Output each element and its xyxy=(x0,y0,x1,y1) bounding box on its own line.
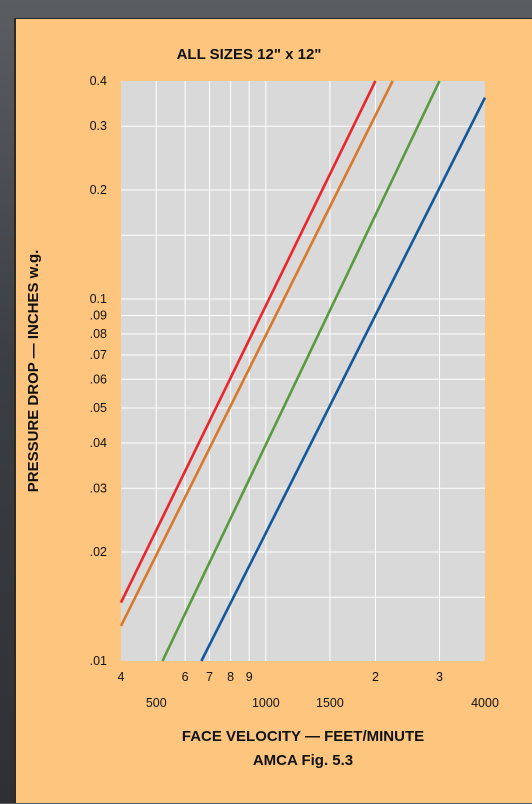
y-tick-label: .08 xyxy=(90,327,107,341)
y-tick-label: 0.2 xyxy=(90,183,107,197)
chart: ALL SIZES 12" x 12" .01.02.03.04.05.06.0… xyxy=(25,46,499,769)
x-tick-label: 6 xyxy=(182,670,189,684)
y-axis-label: PRESSURE DROP — INCHES w.g. xyxy=(25,250,42,493)
y-tick-label: .09 xyxy=(90,309,107,323)
series-line-4 xyxy=(200,97,487,662)
series-layer xyxy=(119,80,487,662)
x-tick-label: 1500 xyxy=(316,696,344,710)
series-line-2 xyxy=(119,80,394,627)
y-tick-label: .02 xyxy=(90,545,107,559)
y-tick-label: 0.1 xyxy=(90,292,107,306)
x-tick-label: 9 xyxy=(246,670,253,684)
y-tick-label: .01 xyxy=(90,654,107,668)
y-tick-label: .04 xyxy=(90,436,107,450)
x-axis-label: FACE VELOCITY — FEET/MINUTE xyxy=(182,728,424,745)
x-tick-label: 500 xyxy=(146,696,167,710)
x-tick-label: 3 xyxy=(436,670,443,684)
ticks: .01 .02 .03 .04 .05 .06 .07 .08 .09 0.1 0.2 0.3 0.4 4… xyxy=(90,74,499,710)
x-tick-label: 8 xyxy=(227,670,234,684)
x-tick-label: 1000 xyxy=(252,696,280,710)
x-tick-label: 7 xyxy=(206,670,213,684)
grid xyxy=(121,81,485,661)
series-line-3 xyxy=(161,80,441,662)
y-tick-label: .03 xyxy=(90,481,107,495)
y-tick-label: 0.4 xyxy=(90,74,107,88)
chart-caption: AMCA Fig. 5.3 xyxy=(253,752,353,769)
chart-panel: ALL SIZES 12" x 12" .01.02.03.04.05.06.0… xyxy=(14,18,532,803)
x-tick-label: 4 xyxy=(118,670,125,684)
y-tick-label: 0.3 xyxy=(90,119,107,133)
chart-title: ALL SIZES 12" x 12" xyxy=(177,46,322,63)
x-tick-label: 2 xyxy=(372,670,379,684)
y-tick-label: .05 xyxy=(90,401,107,415)
series-line-1 xyxy=(119,80,377,604)
y-tick-label: .06 xyxy=(90,372,107,386)
y-tick-label: .07 xyxy=(90,348,107,362)
x-tick-label: 4000 xyxy=(471,696,499,710)
plot-area xyxy=(121,81,485,661)
